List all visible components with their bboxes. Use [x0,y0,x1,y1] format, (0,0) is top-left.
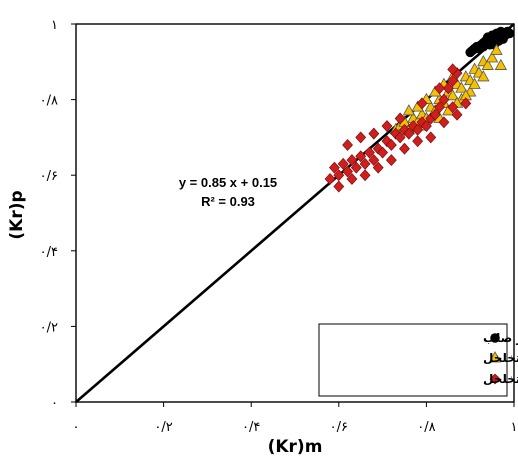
y-tick-label: ۰/۴ [40,245,58,260]
porous-wall-point [416,97,428,110]
porous-wall-point [412,135,424,148]
rigid-wall-point [482,32,493,43]
porous-wall-point [368,154,380,167]
y-tick-label: ۰/۶ [40,169,58,184]
porous-wall-point [434,82,445,95]
x-axis-title: (Kr)m [268,437,323,456]
porous-wall-point [394,112,406,125]
porous-wall-point [337,157,349,170]
x-tick-label: ۰/۸ [417,420,435,435]
x-tick-label: ۰/۴ [242,420,260,435]
plot-frame [75,23,515,403]
semi-porous-wall-point [455,81,468,93]
porous-wall-point [447,74,459,87]
y-tick-label: ۱ [51,18,58,33]
semi-porous-wall-point [446,88,459,101]
x-tick-label: ۰/۲ [154,420,172,435]
y-axis-title: (Kr)p [7,190,27,239]
rigid-wall-point [498,34,508,44]
porous-wall-point [429,108,441,121]
porous-wall-point [447,63,459,76]
porous-wall-point [329,161,340,174]
semi-porous-wall-point [402,104,416,116]
porous-wall-point [359,169,371,182]
legend-marker-semi-porous [488,351,502,363]
fit-equation: y = 0.85 x + 0.15 [179,175,277,190]
y-tick-label: ۰ [51,396,58,411]
porous-wall-point [438,116,450,129]
porous-wall-point [442,82,454,95]
porous-wall-point [333,180,345,193]
porous-wall-point [355,150,367,163]
y-tick-label: ۰/۲ [40,320,58,335]
legend: دیوار صلب دیوار نیمه متخلخل دیوار متخلخل [318,323,518,397]
semi-porous-wall-point [481,58,494,70]
legend-marker-porous [489,373,501,385]
porous-wall-point [399,142,410,155]
porous-wall-point [420,120,432,133]
porous-wall-point [460,97,472,110]
semi-porous-wall-point [468,77,481,89]
tick-group [71,23,515,407]
semi-porous-wall-point [490,43,503,55]
porous-wall-point [434,101,445,114]
porous-wall-point [377,146,389,159]
porous-wall-point [368,127,380,140]
x-tick-label: ۰ [73,420,80,435]
legend-label-rigid: دیوار صلب [483,331,518,346]
porous-wall-point [342,165,353,178]
porous-wall-point [355,131,367,144]
legend-box [318,323,508,397]
legend-label-semi-porous: دیوار نیمه متخلخل [483,351,518,366]
porous-wall-point [385,139,397,151]
semi-porous-wall-point [477,70,490,82]
porous-wall-point [447,101,459,114]
porous-wall-point [425,131,437,144]
rigid-wall-point [485,39,495,50]
porous-wall-point [394,131,406,144]
semi-porous-wall-point [494,58,508,70]
semi-porous-wall-point [485,51,499,63]
porous-wall-point [346,173,358,185]
porous-wall-point [342,139,353,151]
y-tick-label: ۰/۸ [40,94,58,109]
porous-wall-point [403,127,415,140]
x-tick-label: ۱ [511,420,518,435]
x-tick-label: ۰/۶ [330,420,348,435]
porous-wall-point [346,154,358,167]
porous-wall-point [364,146,375,159]
data-points [324,26,515,193]
porous-wall-point [381,120,393,133]
rigid-wall-point [504,28,515,39]
porous-wall-point [350,161,362,174]
porous-wall-point [451,108,463,121]
legend-label-porous: دیوار متخلخل [483,372,518,387]
porous-wall-point [438,93,450,106]
r-squared: R² = 0.93 [201,194,255,209]
rigid-wall-point [496,26,506,37]
porous-wall-point [385,154,397,167]
legend-marker-rigid [490,333,500,343]
tick-label-group: ۰۰ ۰/۲ ۰/۲ ۰/۴ ۰/۴ ۰/۶ ۰/۶ ۰/۸ ۰/۸ ۱ ۱ [40,18,518,435]
porous-wall-point [372,161,384,174]
porous-wall-point [324,173,336,185]
